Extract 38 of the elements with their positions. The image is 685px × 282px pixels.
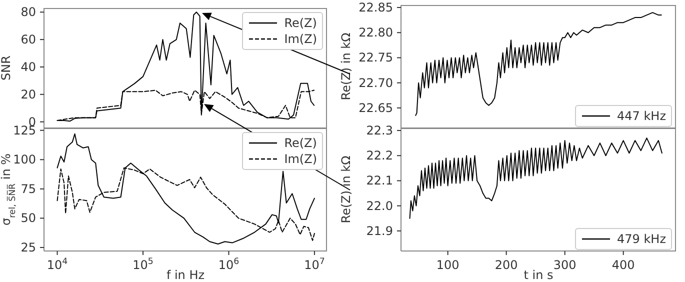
x-tick-label: 400	[612, 258, 635, 272]
y-tick-label: 50	[20, 211, 36, 226]
y-tick-label: 22.85	[358, 0, 393, 15]
y-tick-label: 22.0	[366, 198, 393, 213]
y-axis-title: Re(Z) in kΩ	[339, 32, 353, 100]
legend-label: Re(Z)	[284, 136, 317, 150]
x-tick-label: 200	[494, 258, 518, 272]
line-series	[409, 138, 662, 219]
y-tick-label: 21.9	[366, 224, 393, 238]
y-tick-label: 22.80	[358, 26, 393, 40]
y-axis-title: S̅N̅R̅	[0, 56, 13, 81]
y-axis-title: Re(Z) in kΩ	[339, 156, 353, 224]
y-tick-label: 22.3	[366, 124, 393, 138]
x-tick-label: 10$^{5}$	[132, 257, 154, 272]
legend-label: 447 kHz	[617, 108, 666, 124]
y-tick-label: 22.65	[358, 100, 393, 115]
y-tick-label: 75	[20, 182, 36, 196]
y-tick-label: 40	[20, 60, 36, 74]
legend-label: Im(Z)	[284, 32, 317, 46]
y-tick-label: 22.75	[358, 50, 393, 65]
x-tick-label: 100	[436, 258, 460, 272]
x-tick-label: 10$^{4}$	[46, 257, 68, 272]
y-tick-label: 80	[20, 5, 36, 20]
x-tick-label: 300	[553, 258, 576, 272]
x-tick-label: 10$^{7}$	[304, 257, 325, 272]
y-tick-label: 60	[20, 32, 36, 47]
legend-label: Re(Z)	[284, 16, 317, 30]
x-tick-label: 10$^{6}$	[218, 257, 240, 272]
legend-label: 479 kHz	[617, 232, 666, 246]
y-tick-label: 20	[20, 87, 36, 102]
y-tick-label: 22.70	[358, 76, 393, 90]
y-tick-label: 100	[13, 152, 36, 167]
x-axis-title: t in s	[524, 268, 554, 282]
y-tick-label: 22.2	[366, 148, 393, 163]
x-axis-title: f in Hz	[166, 268, 205, 282]
y-tick-label: 25	[20, 240, 36, 254]
legend-label: Im(Z)	[284, 152, 317, 166]
y-tick-label: 22.1	[366, 174, 393, 188]
